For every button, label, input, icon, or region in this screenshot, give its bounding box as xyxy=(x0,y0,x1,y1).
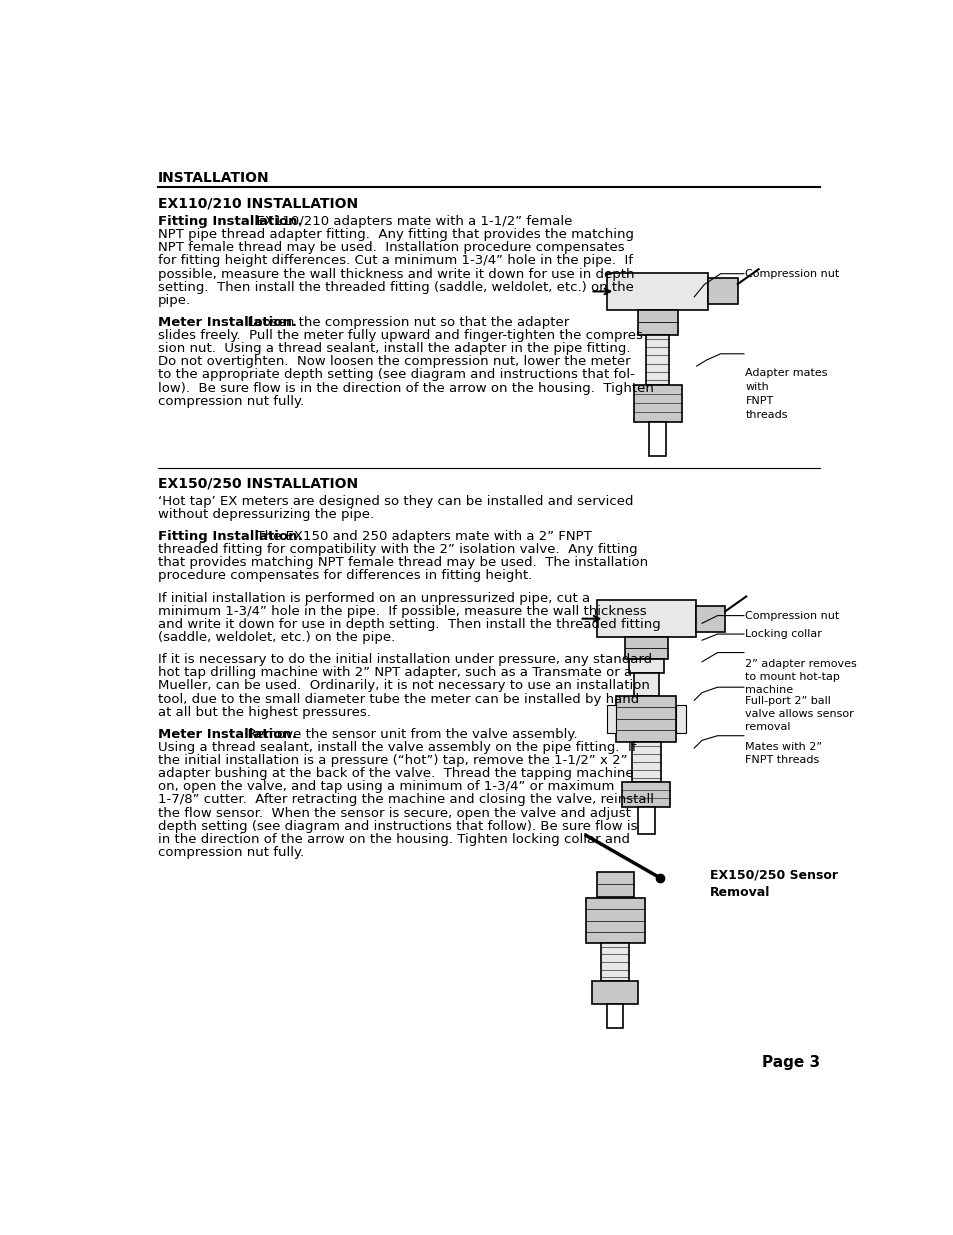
Text: 2” adapter removes
to mount hot-tap
machine: 2” adapter removes to mount hot-tap mach… xyxy=(744,658,857,695)
Text: Mates with 2”
FNPT threads: Mates with 2” FNPT threads xyxy=(744,742,821,764)
Text: that provides matching NPT female thread may be used.  The installation: that provides matching NPT female thread… xyxy=(158,556,647,569)
Text: setting.  Then install the threaded fitting (saddle, weldolet, etc.) on the: setting. Then install the threaded fitti… xyxy=(158,280,633,294)
Text: the flow sensor.  When the sensor is secure, open the valve and adjust: the flow sensor. When the sensor is secu… xyxy=(158,806,630,820)
Bar xyxy=(600,942,629,982)
Bar xyxy=(633,384,681,421)
Bar xyxy=(633,673,658,695)
Text: 1-7/8” cutter.  After retracting the machine and closing the valve, reinstall: 1-7/8” cutter. After retracting the mach… xyxy=(158,793,654,806)
Text: tool, due to the small diameter tube the meter can be installed by hand: tool, due to the small diameter tube the… xyxy=(158,693,639,705)
Text: Page 3: Page 3 xyxy=(760,1055,819,1070)
Text: EX150/250 Sensor
Removal: EX150/250 Sensor Removal xyxy=(709,868,837,899)
Text: the initial installation is a pressure (“hot”) tap, remove the 1-1/2” x 2”: the initial installation is a pressure (… xyxy=(158,755,627,767)
Bar xyxy=(621,782,670,806)
Text: Meter Installation.: Meter Installation. xyxy=(158,316,296,329)
Bar xyxy=(624,637,667,658)
Text: compression nut fully.: compression nut fully. xyxy=(158,395,304,408)
Text: to the appropriate depth setting (see diagram and instructions that fol-: to the appropriate depth setting (see di… xyxy=(158,368,634,382)
Text: Fitting Installation.: Fitting Installation. xyxy=(158,215,302,228)
Text: NPT pipe thread adapter fitting.  Any fitting that provides the matching: NPT pipe thread adapter fitting. Any fit… xyxy=(158,228,634,241)
Text: at all but the highest pressures.: at all but the highest pressures. xyxy=(158,705,371,719)
Bar xyxy=(628,658,663,673)
Text: sion nut.  Using a thread sealant, install the adapter in the pipe fitting.: sion nut. Using a thread sealant, instal… xyxy=(158,342,630,356)
Text: Mueller, can be used.  Ordinarily, it is not necessary to use an installation: Mueller, can be used. Ordinarily, it is … xyxy=(158,679,649,693)
Text: Fitting Installation.: Fitting Installation. xyxy=(158,530,302,543)
Bar xyxy=(596,872,633,897)
Text: EX150/250 INSTALLATION: EX150/250 INSTALLATION xyxy=(158,477,357,492)
Text: Loosen the compression nut so that the adapter: Loosen the compression nut so that the a… xyxy=(239,316,569,329)
Bar xyxy=(616,695,676,742)
Bar xyxy=(607,1004,622,1028)
Bar xyxy=(637,310,678,335)
Text: Compression nut: Compression nut xyxy=(744,269,839,279)
Text: ‘Hot tap’ EX meters are designed so they can be installed and serviced: ‘Hot tap’ EX meters are designed so they… xyxy=(158,495,633,508)
Bar xyxy=(695,605,724,631)
Bar xyxy=(676,705,685,732)
Text: INSTALLATION: INSTALLATION xyxy=(158,172,270,185)
Text: NPT female thread may be used.  Installation procedure compensates: NPT female thread may be used. Installat… xyxy=(158,241,624,254)
Text: without depressurizing the pipe.: without depressurizing the pipe. xyxy=(158,508,374,521)
Bar xyxy=(585,898,644,942)
Text: on, open the valve, and tap using a minimum of 1-3/4” or maximum: on, open the valve, and tap using a mini… xyxy=(158,781,614,793)
Text: threaded fitting for compatibility with the 2” isolation valve.  Any fitting: threaded fitting for compatibility with … xyxy=(158,543,637,556)
Bar xyxy=(596,600,695,637)
Text: minimum 1-3/4” hole in the pipe.  If possible, measure the wall thickness: minimum 1-3/4” hole in the pipe. If poss… xyxy=(158,605,646,618)
Text: possible, measure the wall thickness and write it down for use in depth: possible, measure the wall thickness and… xyxy=(158,268,634,280)
Text: Full-port 2” ball
valve allows sensor
removal: Full-port 2” ball valve allows sensor re… xyxy=(744,695,853,732)
Text: pipe.: pipe. xyxy=(158,294,191,306)
Text: adapter bushing at the back of the valve.  Thread the tapping machine: adapter bushing at the back of the valve… xyxy=(158,767,633,781)
Text: Do not overtighten.  Now loosen the compression nut, lower the meter: Do not overtighten. Now loosen the compr… xyxy=(158,356,630,368)
Bar xyxy=(592,982,638,1004)
Bar xyxy=(606,705,616,732)
Text: Compression nut: Compression nut xyxy=(744,610,839,621)
Text: compression nut fully.: compression nut fully. xyxy=(158,846,304,858)
Text: Meter Installation.: Meter Installation. xyxy=(158,727,296,741)
Text: Using a thread sealant, install the valve assembly on the pipe fitting.  If: Using a thread sealant, install the valv… xyxy=(158,741,636,755)
Bar xyxy=(649,421,666,456)
Text: (saddle, weldolet, etc.) on the pipe.: (saddle, weldolet, etc.) on the pipe. xyxy=(158,631,395,643)
Bar xyxy=(645,335,669,384)
Text: The EX150 and 250 adapters mate with a 2” FNPT: The EX150 and 250 adapters mate with a 2… xyxy=(248,530,591,543)
Text: and write it down for use in depth setting.  Then install the threaded fitting: and write it down for use in depth setti… xyxy=(158,618,660,631)
Text: in the direction of the arrow on the housing. Tighten locking collar and: in the direction of the arrow on the hou… xyxy=(158,832,629,846)
Text: low).  Be sure flow is in the direction of the arrow on the housing.  Tighten: low). Be sure flow is in the direction o… xyxy=(158,382,653,394)
Text: If it is necessary to do the initial installation under pressure, any standard: If it is necessary to do the initial ins… xyxy=(158,653,652,667)
Text: EX110/210 adapters mate with a 1-1/2” female: EX110/210 adapters mate with a 1-1/2” fe… xyxy=(248,215,572,228)
Text: EX110/210 INSTALLATION: EX110/210 INSTALLATION xyxy=(158,196,357,211)
Text: slides freely.  Pull the meter fully upward and finger-tighten the compres-: slides freely. Pull the meter fully upwa… xyxy=(158,330,647,342)
Text: for fitting height differences. Cut a minimum 1-3/4” hole in the pipe.  If: for fitting height differences. Cut a mi… xyxy=(158,254,633,268)
Bar xyxy=(707,278,737,304)
Text: Adapter mates
with
FNPT
threads: Adapter mates with FNPT threads xyxy=(744,368,827,420)
Bar xyxy=(637,806,654,834)
Bar xyxy=(631,742,660,782)
Text: Locking collar: Locking collar xyxy=(744,629,821,638)
Text: Remove the sensor unit from the valve assembly.: Remove the sensor unit from the valve as… xyxy=(239,727,578,741)
Text: If initial installation is performed on an unpressurized pipe, cut a: If initial installation is performed on … xyxy=(158,592,590,605)
Text: procedure compensates for differences in fitting height.: procedure compensates for differences in… xyxy=(158,569,532,583)
Text: depth setting (see diagram and instructions that follow). Be sure flow is: depth setting (see diagram and instructi… xyxy=(158,820,637,832)
Bar xyxy=(607,273,707,310)
Text: hot tap drilling machine with 2” NPT adapter, such as a Transmate or a: hot tap drilling machine with 2” NPT ada… xyxy=(158,667,632,679)
